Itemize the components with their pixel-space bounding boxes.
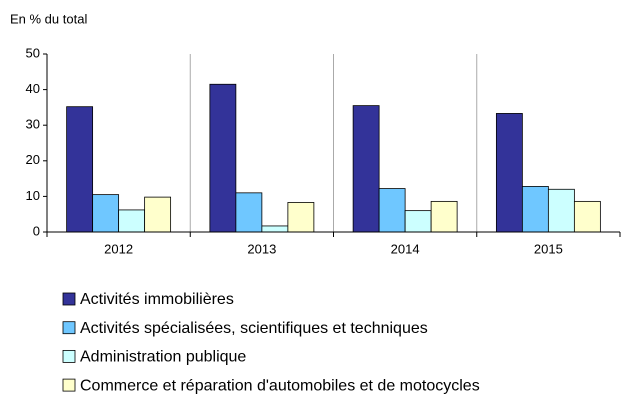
legend-label: Activités spécialisées, scientifiques et… — [80, 320, 428, 337]
legend-swatch — [62, 378, 76, 392]
bar — [144, 196, 172, 233]
legend-label: Administration publique — [80, 349, 246, 366]
bar — [521, 186, 549, 233]
x-tick-label: 2014 — [391, 241, 420, 256]
y-axis-label: En % du total — [10, 11, 87, 26]
bar — [209, 83, 237, 233]
x-tick-label: 2013 — [247, 241, 276, 256]
y-tick-label: 20 — [26, 152, 40, 167]
x-tick-label: 2012 — [104, 241, 133, 256]
bar — [430, 200, 458, 233]
legend-swatch — [62, 292, 76, 306]
bar — [352, 105, 380, 233]
y-tick-label: 0 — [33, 223, 40, 238]
bar — [547, 188, 575, 233]
bar — [287, 202, 315, 233]
bar — [404, 210, 432, 233]
y-tick-label: 40 — [26, 81, 40, 96]
legend-label: Commerce et réparation d'automobiles et … — [80, 377, 480, 394]
x-tick-label: 2015 — [534, 241, 563, 256]
bar — [495, 113, 523, 233]
bar — [573, 200, 601, 233]
legend-swatch — [62, 349, 76, 363]
legend-swatch — [62, 321, 76, 335]
bar — [378, 188, 406, 233]
y-tick-label: 10 — [26, 188, 40, 203]
bar — [92, 194, 120, 233]
y-tick-label: 30 — [26, 117, 40, 132]
legend-label: Activités immobilières — [80, 291, 234, 308]
bar — [261, 225, 289, 233]
bar — [118, 209, 146, 233]
bar — [66, 106, 94, 233]
y-tick-label: 50 — [26, 45, 40, 60]
bar — [235, 192, 263, 233]
